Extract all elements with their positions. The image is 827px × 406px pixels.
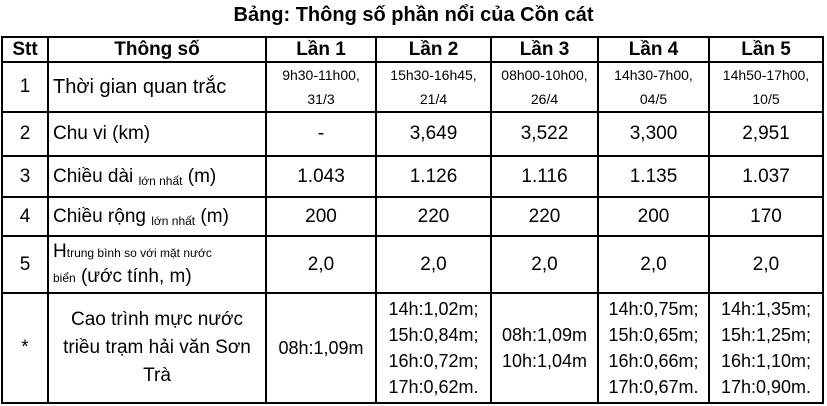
value-line: 9h30-11h00, [282, 67, 360, 83]
value-cell: 08h:1,09m [265, 292, 377, 404]
header-stt: Stt [1, 36, 49, 63]
param-subscript: trung bình so với mặt nước [66, 245, 212, 260]
value-cell: 3,649 [375, 111, 492, 157]
parameters-table: Stt Thông số Lần 1 Lần 2 Lần 3 Lần 4 Lần… [1, 36, 824, 404]
value-line: 15h30-16h45, [390, 67, 477, 83]
stt-cell: * [1, 292, 49, 404]
value-cell: 2,0 [708, 235, 824, 294]
header-row: Stt Thông số Lần 1 Lần 2 Lần 3 Lần 4 Lần… [1, 36, 824, 63]
param-cell: Htrung bình so với mặt nước biển (ước tín… [47, 235, 267, 294]
value-cell: 9h30-11h00, 31/3 [265, 61, 377, 113]
header-lan2: Lần 2 [375, 36, 492, 63]
value-cell: 2,0 [375, 235, 492, 294]
value-line: 16h:0,72m; [388, 351, 479, 371]
param-unit: (m) [182, 165, 217, 187]
param-unit: (m) [195, 205, 229, 227]
value-cell: 2,0 [490, 235, 599, 294]
value-line: 08h00-10h00, [501, 67, 588, 83]
param-text: H [53, 240, 67, 262]
param-cell: Chu vi (km) [47, 111, 267, 157]
param-subscript: lớn nhất [138, 173, 183, 188]
value-cell: 15h30-16h45, 21/4 [375, 61, 492, 113]
value-cell: 220 [375, 196, 492, 237]
value-cell: 3,522 [490, 111, 599, 157]
header-lan1: Lần 1 [265, 36, 377, 63]
value-cell: 170 [708, 196, 824, 237]
value-cell: 3,300 [597, 111, 710, 157]
table-row: 1 Thời gian quan trắc 9h30-11h00, 31/3 15… [1, 61, 824, 113]
value-cell: 1.135 [597, 155, 710, 198]
value-cell: 14h50-17h00, 10/5 [708, 61, 824, 113]
value-line: 26/4 [530, 91, 559, 107]
stt-cell: 4 [1, 196, 49, 237]
value-cell: 08h00-10h00, 26/4 [490, 61, 599, 113]
value-cell: 1.037 [708, 155, 824, 198]
value-line: 10h:1,04m [501, 351, 588, 371]
param-unit: (ước tính, m) [75, 265, 192, 287]
stt-cell: 2 [1, 111, 49, 157]
stt-cell: 1 [1, 61, 49, 113]
value-cell: 220 [490, 196, 599, 237]
header-lan3: Lần 3 [490, 36, 599, 63]
value-line: 16h:0,66m; [608, 351, 699, 371]
param-text: Chiều rộng [53, 205, 146, 227]
value-line: 14h50-17h00, [722, 67, 810, 83]
value-cell: 200 [265, 196, 377, 237]
param-cell: Thời gian quan trắc [47, 61, 267, 113]
value-line: 21/4 [419, 91, 448, 107]
table-row: 4 Chiều rộng lớn nhất (m) 200 220 220 20… [1, 196, 824, 237]
value-line: 04/5 [639, 91, 668, 107]
param-subscript: lớn nhất [151, 213, 196, 228]
header-lan5: Lần 5 [708, 36, 824, 63]
value-line: 14h:0,75m; [608, 299, 699, 319]
value-line: 31/3 [307, 91, 335, 107]
value-line: 15h:0,65m; [608, 325, 699, 345]
value-cell: 14h:1,35m; 15h:1,25m; 16h:1,10m; 17h:0,90m. [708, 292, 824, 404]
value-line: 17h:0,67m. [608, 377, 699, 397]
param-cell: Chiều dài lớn nhất (m) [47, 155, 267, 198]
value-cell: 2,951 [708, 111, 824, 157]
stt-cell: 3 [1, 155, 49, 198]
table-title: Bảng: Thông số phần nổi của Cồn cát [233, 4, 594, 26]
value-line: 14h:1,35m; [720, 299, 812, 319]
value-cell: 200 [597, 196, 710, 237]
value-line: 15h:1,25m; [720, 325, 812, 345]
value-cell: 2,0 [265, 235, 377, 294]
value-line: 14h30-7h00, [614, 67, 693, 83]
value-cell: 1.043 [265, 155, 377, 198]
value-line: 16h:1,10m; [720, 351, 812, 371]
value-cell: 14h:1,02m; 15h:0,84m; 16h:0,72m; 17h:0,62m. [375, 292, 492, 404]
param-subscript: biển [53, 270, 76, 285]
param-text: Chiều dài [53, 165, 134, 187]
table-row: * Cao trình mực nước triều trạm hải văn … [1, 292, 824, 404]
value-cell: - [265, 111, 377, 157]
stt-cell: 5 [1, 235, 49, 294]
value-line: 15h:0,84m; [388, 325, 479, 345]
value-cell: 1.126 [375, 155, 492, 198]
value-line: 17h:0,62m. [388, 377, 479, 397]
param-cell: Chiều rộng lớn nhất (m) [47, 196, 267, 237]
header-param: Thông số [47, 36, 267, 63]
value-line: 08h:1,09m [501, 325, 588, 345]
table-row: 5 Htrung bình so với mặt nước biển (ước t… [1, 235, 824, 294]
value-cell: 08h:1,09m 10h:1,04m [490, 292, 599, 404]
table-row: 3 Chiều dài lớn nhất (m) 1.043 1.126 1.1… [1, 155, 824, 198]
value-cell: 1.116 [490, 155, 599, 198]
value-cell: 14h30-7h00, 04/5 [597, 61, 710, 113]
value-line: 14h:1,02m; [388, 299, 479, 319]
header-lan4: Lần 4 [597, 36, 710, 63]
param-cell: Cao trình mực nước triều trạm hải văn Sơ… [47, 292, 267, 404]
table-row: 2 Chu vi (km) - 3,649 3,522 3,300 2,951 [1, 111, 824, 157]
value-line: 10/5 [752, 91, 780, 107]
value-cell: 2,0 [597, 235, 710, 294]
value-line: 17h:0,90m. [720, 377, 812, 397]
value-cell: 14h:0,75m; 15h:0,65m; 16h:0,66m; 17h:0,67m. [597, 292, 710, 404]
